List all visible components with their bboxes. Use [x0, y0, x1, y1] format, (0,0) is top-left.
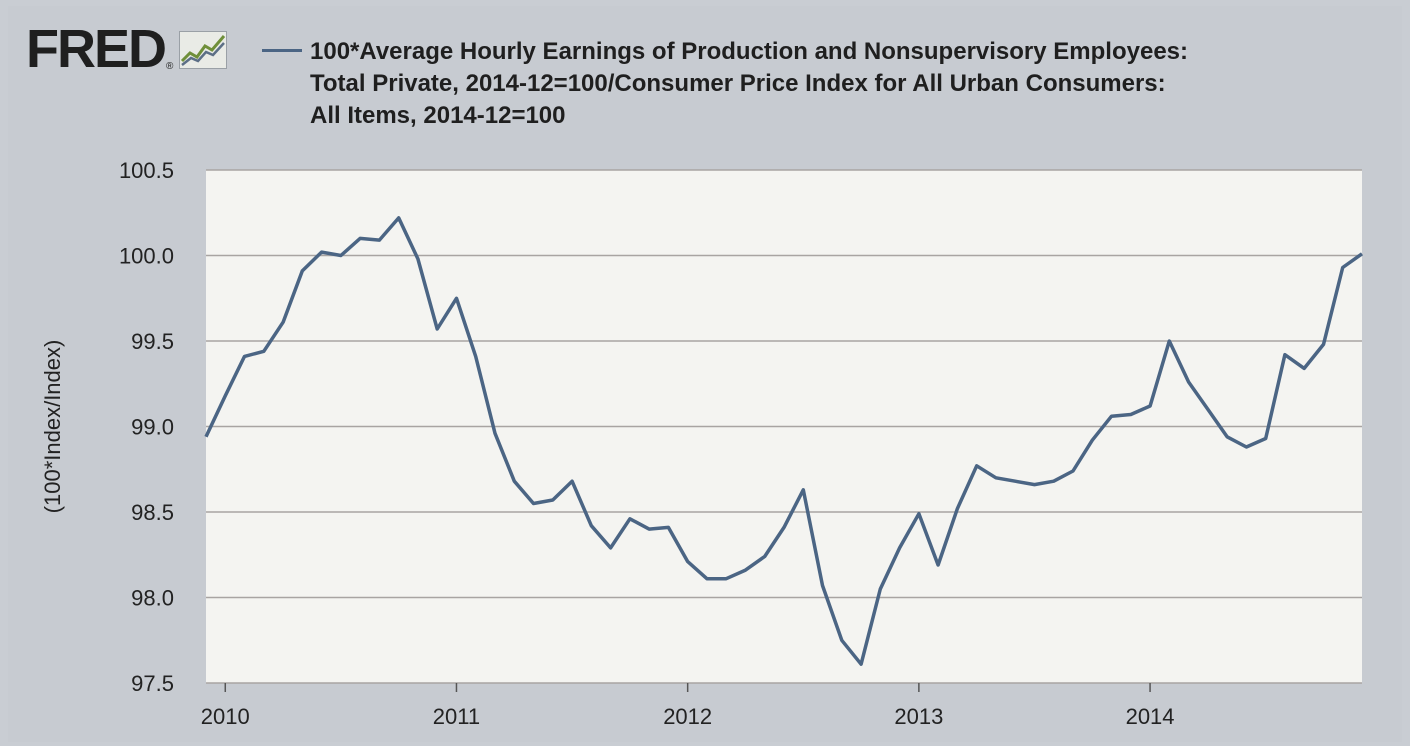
legend-swatch	[262, 49, 302, 52]
y-tick-label: 100.5	[119, 158, 174, 183]
y-axis-ticks: 100.5 100.0 99.5 99.0 98.5 98.0 97.5	[119, 158, 174, 696]
y-tick-label: 98.0	[131, 586, 174, 611]
title-line-2: Total Private, 2014-12=100/Consumer Pric…	[310, 70, 1166, 97]
x-tick-label: 2010	[201, 704, 250, 729]
x-tick-label: 2013	[894, 704, 943, 729]
y-axis-label: (100*Index/Index)	[40, 340, 65, 514]
y-tick-label: 99.5	[131, 329, 174, 354]
x-axis-ticks: 2010 2011 2012 2013 2014	[201, 683, 1175, 729]
chart-title: 100*Average Hourly Earnings of Productio…	[310, 36, 1410, 132]
gridlines	[206, 169, 1362, 684]
trend-graph-icon	[179, 31, 228, 74]
x-tick-label: 2014	[1126, 704, 1175, 729]
x-tick-label: 2012	[663, 704, 712, 729]
title-line-3: All Items, 2014-12=100	[310, 102, 566, 129]
y-tick-label: 98.5	[131, 500, 174, 525]
title-line-1: 100*Average Hourly Earnings of Productio…	[310, 38, 1189, 65]
y-tick-label: 97.5	[131, 671, 174, 696]
chart-legend-title: 100*Average Hourly Earnings of Productio…	[262, 36, 1410, 132]
fred-logo: FRED ®	[26, 19, 228, 79]
series-line	[204, 216, 1364, 666]
y-tick-label: 99.0	[131, 415, 174, 440]
x-tick-label: 2011	[433, 704, 480, 729]
y-tick-label: 100.0	[119, 244, 174, 269]
logo-registered-mark: ®	[166, 61, 174, 72]
logo-text: FRED	[26, 19, 167, 79]
